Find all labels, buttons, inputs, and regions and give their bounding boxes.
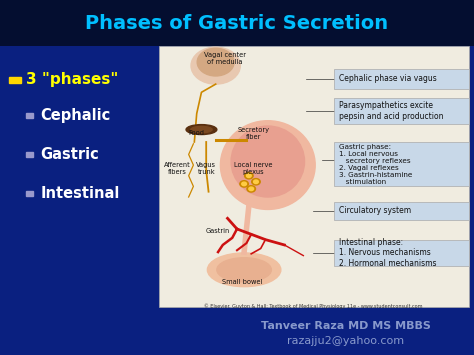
Bar	[26, 191, 34, 196]
Circle shape	[191, 47, 240, 84]
Text: 3 "phases": 3 "phases"	[26, 72, 118, 87]
Ellipse shape	[217, 258, 271, 282]
Bar	[26, 113, 34, 118]
Circle shape	[249, 187, 254, 191]
Text: Gastric phase:
1. Local nervous
   secretory reflexes
2. Vagal reflexes
3. Gastr: Gastric phase: 1. Local nervous secretor…	[339, 144, 412, 185]
Ellipse shape	[186, 125, 217, 135]
Text: Intestinal: Intestinal	[40, 186, 119, 201]
Circle shape	[254, 180, 258, 184]
Text: Cephalic phase via vagus: Cephalic phase via vagus	[339, 75, 437, 83]
Text: Local nerve
plexus: Local nerve plexus	[234, 162, 273, 175]
Text: razajju2@yahoo.com: razajju2@yahoo.com	[287, 336, 405, 346]
Text: Cephalic: Cephalic	[40, 108, 110, 123]
FancyBboxPatch shape	[334, 142, 469, 186]
FancyBboxPatch shape	[0, 0, 474, 46]
Text: Vagal center
of medulla: Vagal center of medulla	[204, 52, 246, 65]
Circle shape	[246, 174, 251, 178]
Text: Small bowel: Small bowel	[221, 279, 262, 285]
Text: Tanveer Raza MD MS MBBS: Tanveer Raza MD MS MBBS	[261, 321, 431, 331]
Text: Phases of Gastric Secretion: Phases of Gastric Secretion	[85, 13, 389, 33]
Text: Food: Food	[189, 130, 205, 136]
FancyBboxPatch shape	[334, 69, 469, 89]
FancyBboxPatch shape	[334, 240, 469, 266]
Circle shape	[242, 182, 246, 186]
FancyBboxPatch shape	[334, 98, 469, 124]
Text: Intestinal phase:
1. Nervous mechanisms
2. Hormonal mechanisms: Intestinal phase: 1. Nervous mechanisms …	[339, 238, 437, 268]
Circle shape	[252, 179, 260, 185]
Ellipse shape	[191, 126, 212, 133]
FancyBboxPatch shape	[334, 202, 469, 220]
Text: Parasympathetics excite
pepsin and acid production: Parasympathetics excite pepsin and acid …	[339, 101, 443, 121]
Text: Vagus
trunk: Vagus trunk	[196, 162, 216, 175]
Text: Gastrin: Gastrin	[206, 228, 230, 234]
Ellipse shape	[231, 126, 304, 197]
Text: Gastric: Gastric	[40, 147, 99, 162]
Circle shape	[197, 48, 234, 76]
Ellipse shape	[207, 253, 281, 287]
Bar	[9, 77, 20, 83]
Text: Secretory
fiber: Secretory fiber	[237, 127, 270, 140]
Text: Afferent
fibers: Afferent fibers	[164, 162, 191, 175]
Circle shape	[240, 181, 248, 187]
Circle shape	[245, 173, 253, 179]
Text: Circulatory system: Circulatory system	[339, 206, 411, 215]
FancyBboxPatch shape	[159, 46, 469, 307]
Ellipse shape	[220, 121, 315, 209]
Circle shape	[247, 186, 255, 192]
Bar	[26, 152, 34, 157]
Text: © Elsevier. Guyton & Hall: Textbook of Medical Physiology 11e - www.studentconsu: © Elsevier. Guyton & Hall: Textbook of M…	[204, 303, 422, 309]
